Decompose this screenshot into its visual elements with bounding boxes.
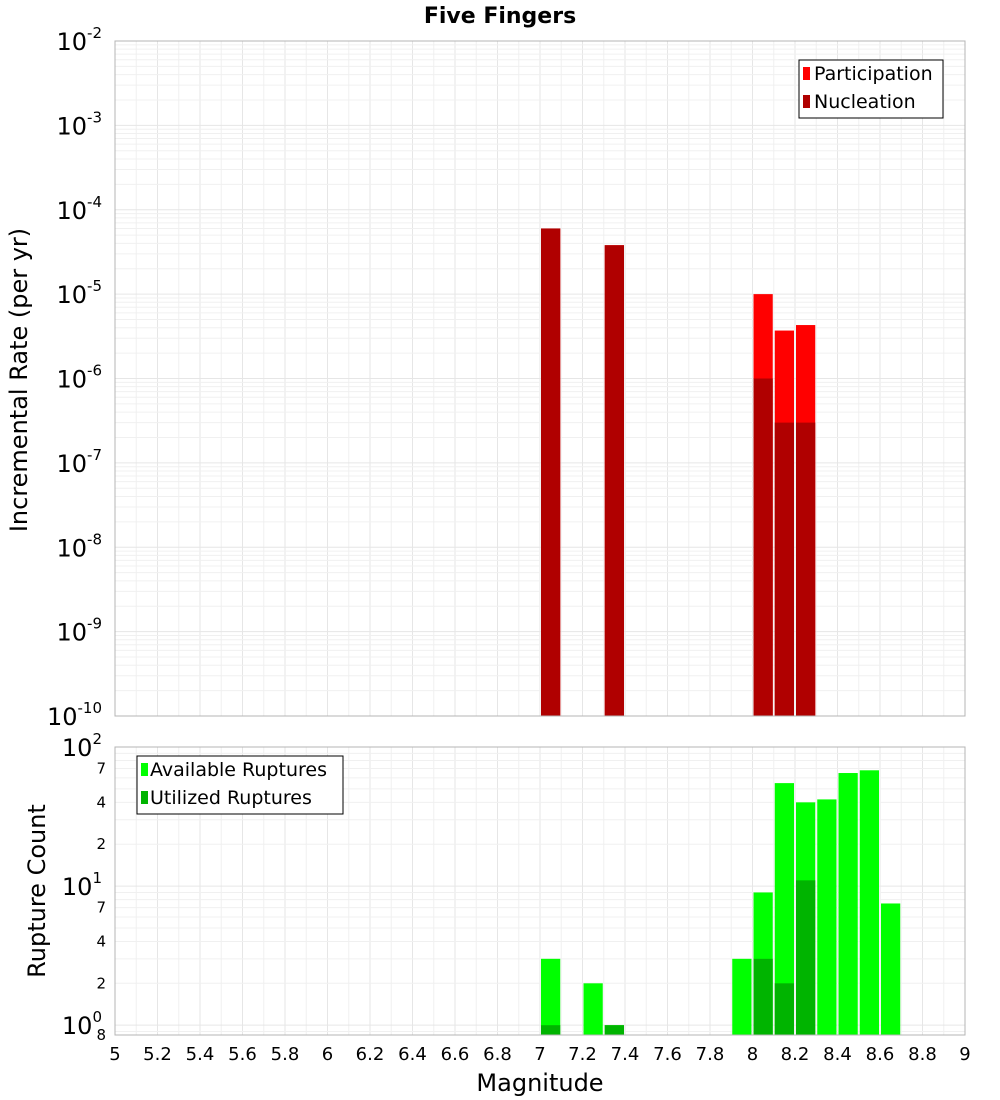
y-tick-label: 10-5 [56,277,102,309]
x-axis-ticks: 5 5.2 5.4 5.6 5.8 6 6.2 6.4 6.6 6.8 7 7.2 7.4 7.6 7.8 8… [109,1044,970,1065]
y-minor-tick-label: 7 [96,760,106,778]
x-tick-label: 5.4 [186,1044,215,1065]
nucleation-legend-swatch [803,95,810,108]
x-tick-label: 6.8 [483,1044,512,1065]
y-tick-label: 10-7 [56,446,102,478]
utilized-ruptures-bar [774,983,794,1035]
x-tick-label: 7.4 [611,1044,640,1065]
y-minor-tick-label: 8 [96,1026,106,1044]
x-tick-label: 6 [322,1044,333,1065]
x-axis-label: Magnitude [476,1069,603,1097]
y-minor-tick-label: 4 [96,932,106,950]
legend-frame [136,755,344,815]
y-tick-label: 100 [62,1008,102,1040]
top-panel-legend: Participation Nucleation [798,59,944,119]
y-minor-tick-label: 7 [96,899,106,917]
x-tick-label: 5.8 [271,1044,300,1065]
nucleation-bar [796,422,816,716]
utilized-ruptures-legend-label: Utilized Ruptures [150,787,312,809]
nucleation-legend-label: Nucleation [814,91,916,113]
x-tick-label: 8.2 [781,1044,810,1065]
y-tick-label: 102 [62,730,102,762]
x-tick-label: 7.8 [696,1044,725,1065]
x-tick-label: 8.4 [823,1044,852,1065]
top-panel-y-axis-label: Incremental Rate (per yr) [5,228,33,532]
x-tick-label: 7 [534,1044,545,1065]
nucleation-bar [541,228,561,716]
utilized-ruptures-bar [541,1025,561,1035]
available-ruptures-bar [541,958,561,1035]
y-minor-tick-label: 4 [96,793,106,811]
available-ruptures-bar [881,903,901,1035]
available-ruptures-bar [817,799,837,1035]
x-tick-label: 8.6 [866,1044,895,1065]
top-panel: 10-10 10-9 10-8 10-7 10-6 10-5 10-4 10-3 10-2 [47,24,966,731]
y-tick-label: 10-8 [56,530,102,562]
plot-frame [114,746,966,1036]
x-tick-label: 7.6 [653,1044,682,1065]
utilized-ruptures-bar [796,880,816,1035]
x-tick-label: 8.8 [908,1044,937,1065]
x-tick-label: 5.6 [228,1044,257,1065]
utilized-ruptures-bar [604,1025,624,1035]
x-tick-label: 9 [959,1044,970,1065]
nucleation-bar [774,422,794,716]
utilized-ruptures-bar [753,958,773,1035]
y-tick-label: 101 [62,869,102,901]
y-minor-tick-label: 2 [96,974,106,992]
x-tick-label: 8 [747,1044,758,1065]
y-minor-tick-label: 2 [96,835,106,853]
y-tick-label: 10-2 [56,24,102,56]
legend-frame [798,59,944,119]
bottom-panel-legend: Available Ruptures Utilized Ruptures [136,755,344,815]
y-tick-label: 10-10 [47,699,102,731]
x-tick-label: 6.4 [398,1044,427,1065]
available-ruptures-legend-label: Available Ruptures [150,759,327,781]
y-tick-label: 10-9 [56,615,102,647]
participation-legend-label: Participation [814,63,933,85]
available-ruptures-bar [838,773,858,1035]
utilized-ruptures-legend-swatch [141,791,148,804]
y-tick-label: 10-4 [56,193,102,225]
y-tick-label: 10-6 [56,362,102,394]
x-tick-label: 5.2 [143,1044,172,1065]
x-tick-label: 5 [109,1044,120,1065]
bottom-panel-y-axis-label: Rupture Count [23,804,51,978]
x-tick-label: 6.6 [441,1044,470,1065]
available-ruptures-bar [732,958,752,1035]
y-tick-label: 10-3 [56,108,102,140]
available-ruptures-bar [859,770,879,1035]
available-ruptures-bar [583,983,603,1035]
x-tick-label: 6.2 [356,1044,385,1065]
nucleation-bar [604,245,624,717]
plot-frame [114,40,966,717]
nucleation-bar [753,378,773,716]
participation-legend-swatch [803,67,810,80]
available-ruptures-bar [774,783,794,1035]
x-tick-label: 7.2 [568,1044,597,1065]
available-ruptures-legend-swatch [141,763,148,776]
chart-title: Five Fingers [424,4,576,29]
